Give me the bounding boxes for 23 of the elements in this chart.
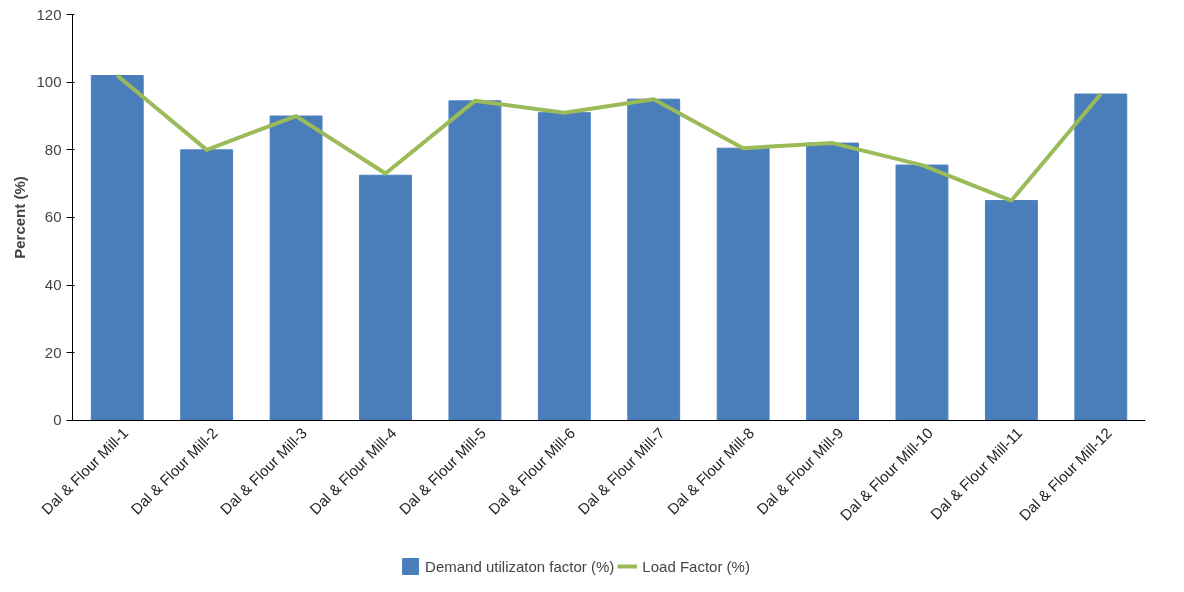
bar <box>984 200 1038 421</box>
y-tick-label: 80 <box>44 140 62 158</box>
legend-label: Load Factor (%) <box>642 557 750 575</box>
y-axis-title: Percent (%) <box>11 176 29 259</box>
bar <box>716 147 770 421</box>
y-tick-label: 0 <box>53 411 62 429</box>
y-tick-label: 120 <box>36 5 62 23</box>
y-tick-label: 100 <box>36 73 62 91</box>
y-tick-label: 20 <box>44 343 62 361</box>
legend-label: Demand utilizaton factor (%) <box>425 557 615 575</box>
y-tick-label: 60 <box>44 208 62 226</box>
bar <box>627 98 681 421</box>
bar <box>448 100 502 421</box>
line-series <box>115 73 1103 203</box>
bar <box>90 74 144 421</box>
bar <box>1074 93 1128 421</box>
bar <box>180 149 234 421</box>
bar <box>359 174 412 421</box>
bar <box>895 164 949 421</box>
bar <box>537 112 591 421</box>
y-tick-label: 40 <box>44 276 62 294</box>
bar <box>269 115 323 421</box>
bar <box>806 142 859 421</box>
